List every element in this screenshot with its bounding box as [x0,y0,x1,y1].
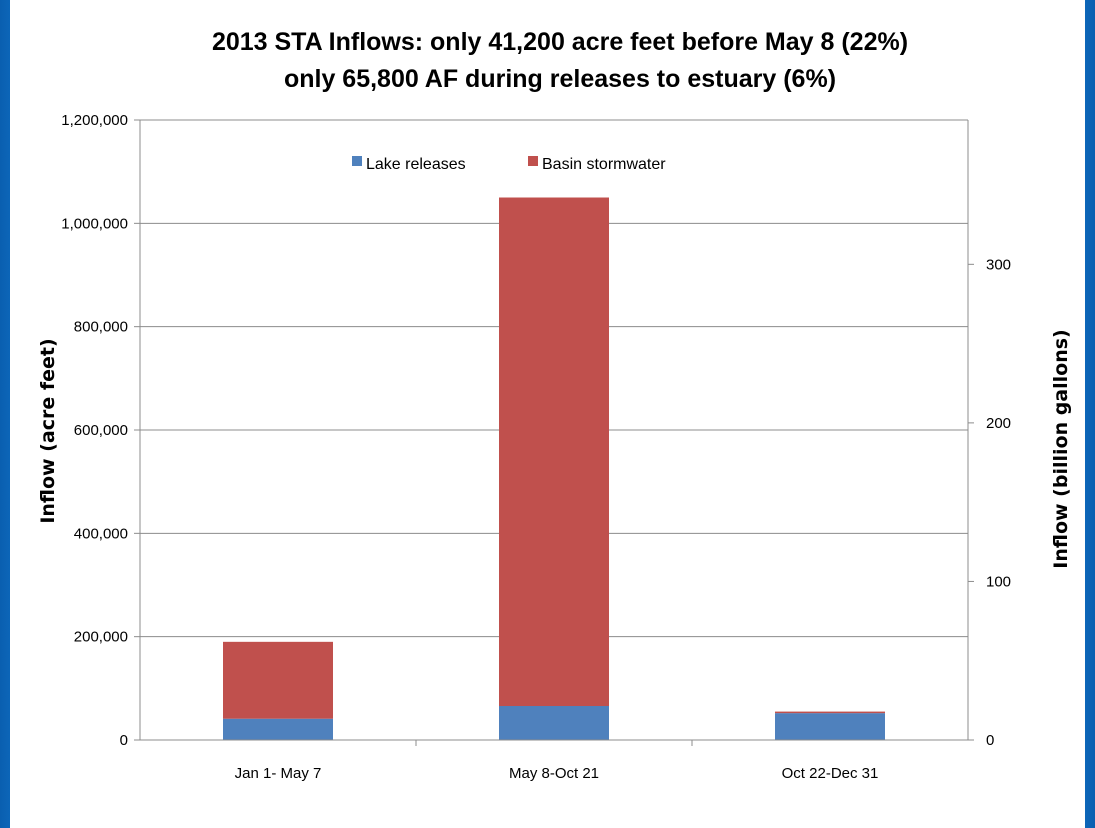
y2-tick-label: 200 [986,415,1011,432]
y2-axis-ticks: 0 100 200 300 [968,256,1011,749]
chart-title-line-1: 2013 STA Inflows: only 41,200 acre feet … [212,28,908,56]
y-tick-label: 400,000 [74,525,128,542]
legend-label: Lake releases [366,156,466,173]
x-tick-label: May 8-Oct 21 [509,765,599,782]
legend-label: Basin stormwater [542,156,666,173]
y2-tick-label: 0 [986,732,994,749]
bar-lake-releases [499,706,609,740]
legend-swatch [352,156,362,166]
y-tick-label: 800,000 [74,319,128,336]
y-axis-title: Inflow (acre feet) [37,338,59,523]
y2-axis-title: Inflow (billion gallons) [1050,329,1072,568]
y-tick-label: 0 [120,732,128,749]
y-tick-label: 600,000 [74,422,128,439]
bar-basin-stormwater [223,641,333,719]
bar-basin-stormwater [775,711,885,714]
legend-swatch [528,156,538,166]
legend: Lake releases Basin stormwater [352,156,666,173]
y2-tick-label: 300 [986,256,1011,273]
chart: 2013 STA Inflows: only 41,200 acre feet … [37,28,1072,782]
y2-tick-label: 100 [986,573,1011,590]
y-tick-label: 1,200,000 [61,112,128,129]
bar-lake-releases [775,713,885,740]
x-tick-label: Oct 22-Dec 31 [782,765,879,782]
x-tick-label: Jan 1- May 7 [235,765,322,782]
y-tick-label: 200,000 [74,629,128,646]
y-tick-label: 1,000,000 [61,215,128,232]
slide-background: 2013 STA Inflows: only 41,200 acre feet … [10,0,1085,828]
x-axis-ticks: Jan 1- May 7 May 8-Oct 21 Oct 22-Dec 31 [235,740,879,782]
chart-title-line-2: only 65,800 AF during releases to estuar… [284,65,836,93]
y-axis-ticks: 0 200,000 400,000 600,000 800,000 1,000,000 1,… [61,112,140,749]
bar-basin-stormwater [499,197,609,707]
bars [223,197,885,740]
bar-lake-releases [223,718,333,740]
